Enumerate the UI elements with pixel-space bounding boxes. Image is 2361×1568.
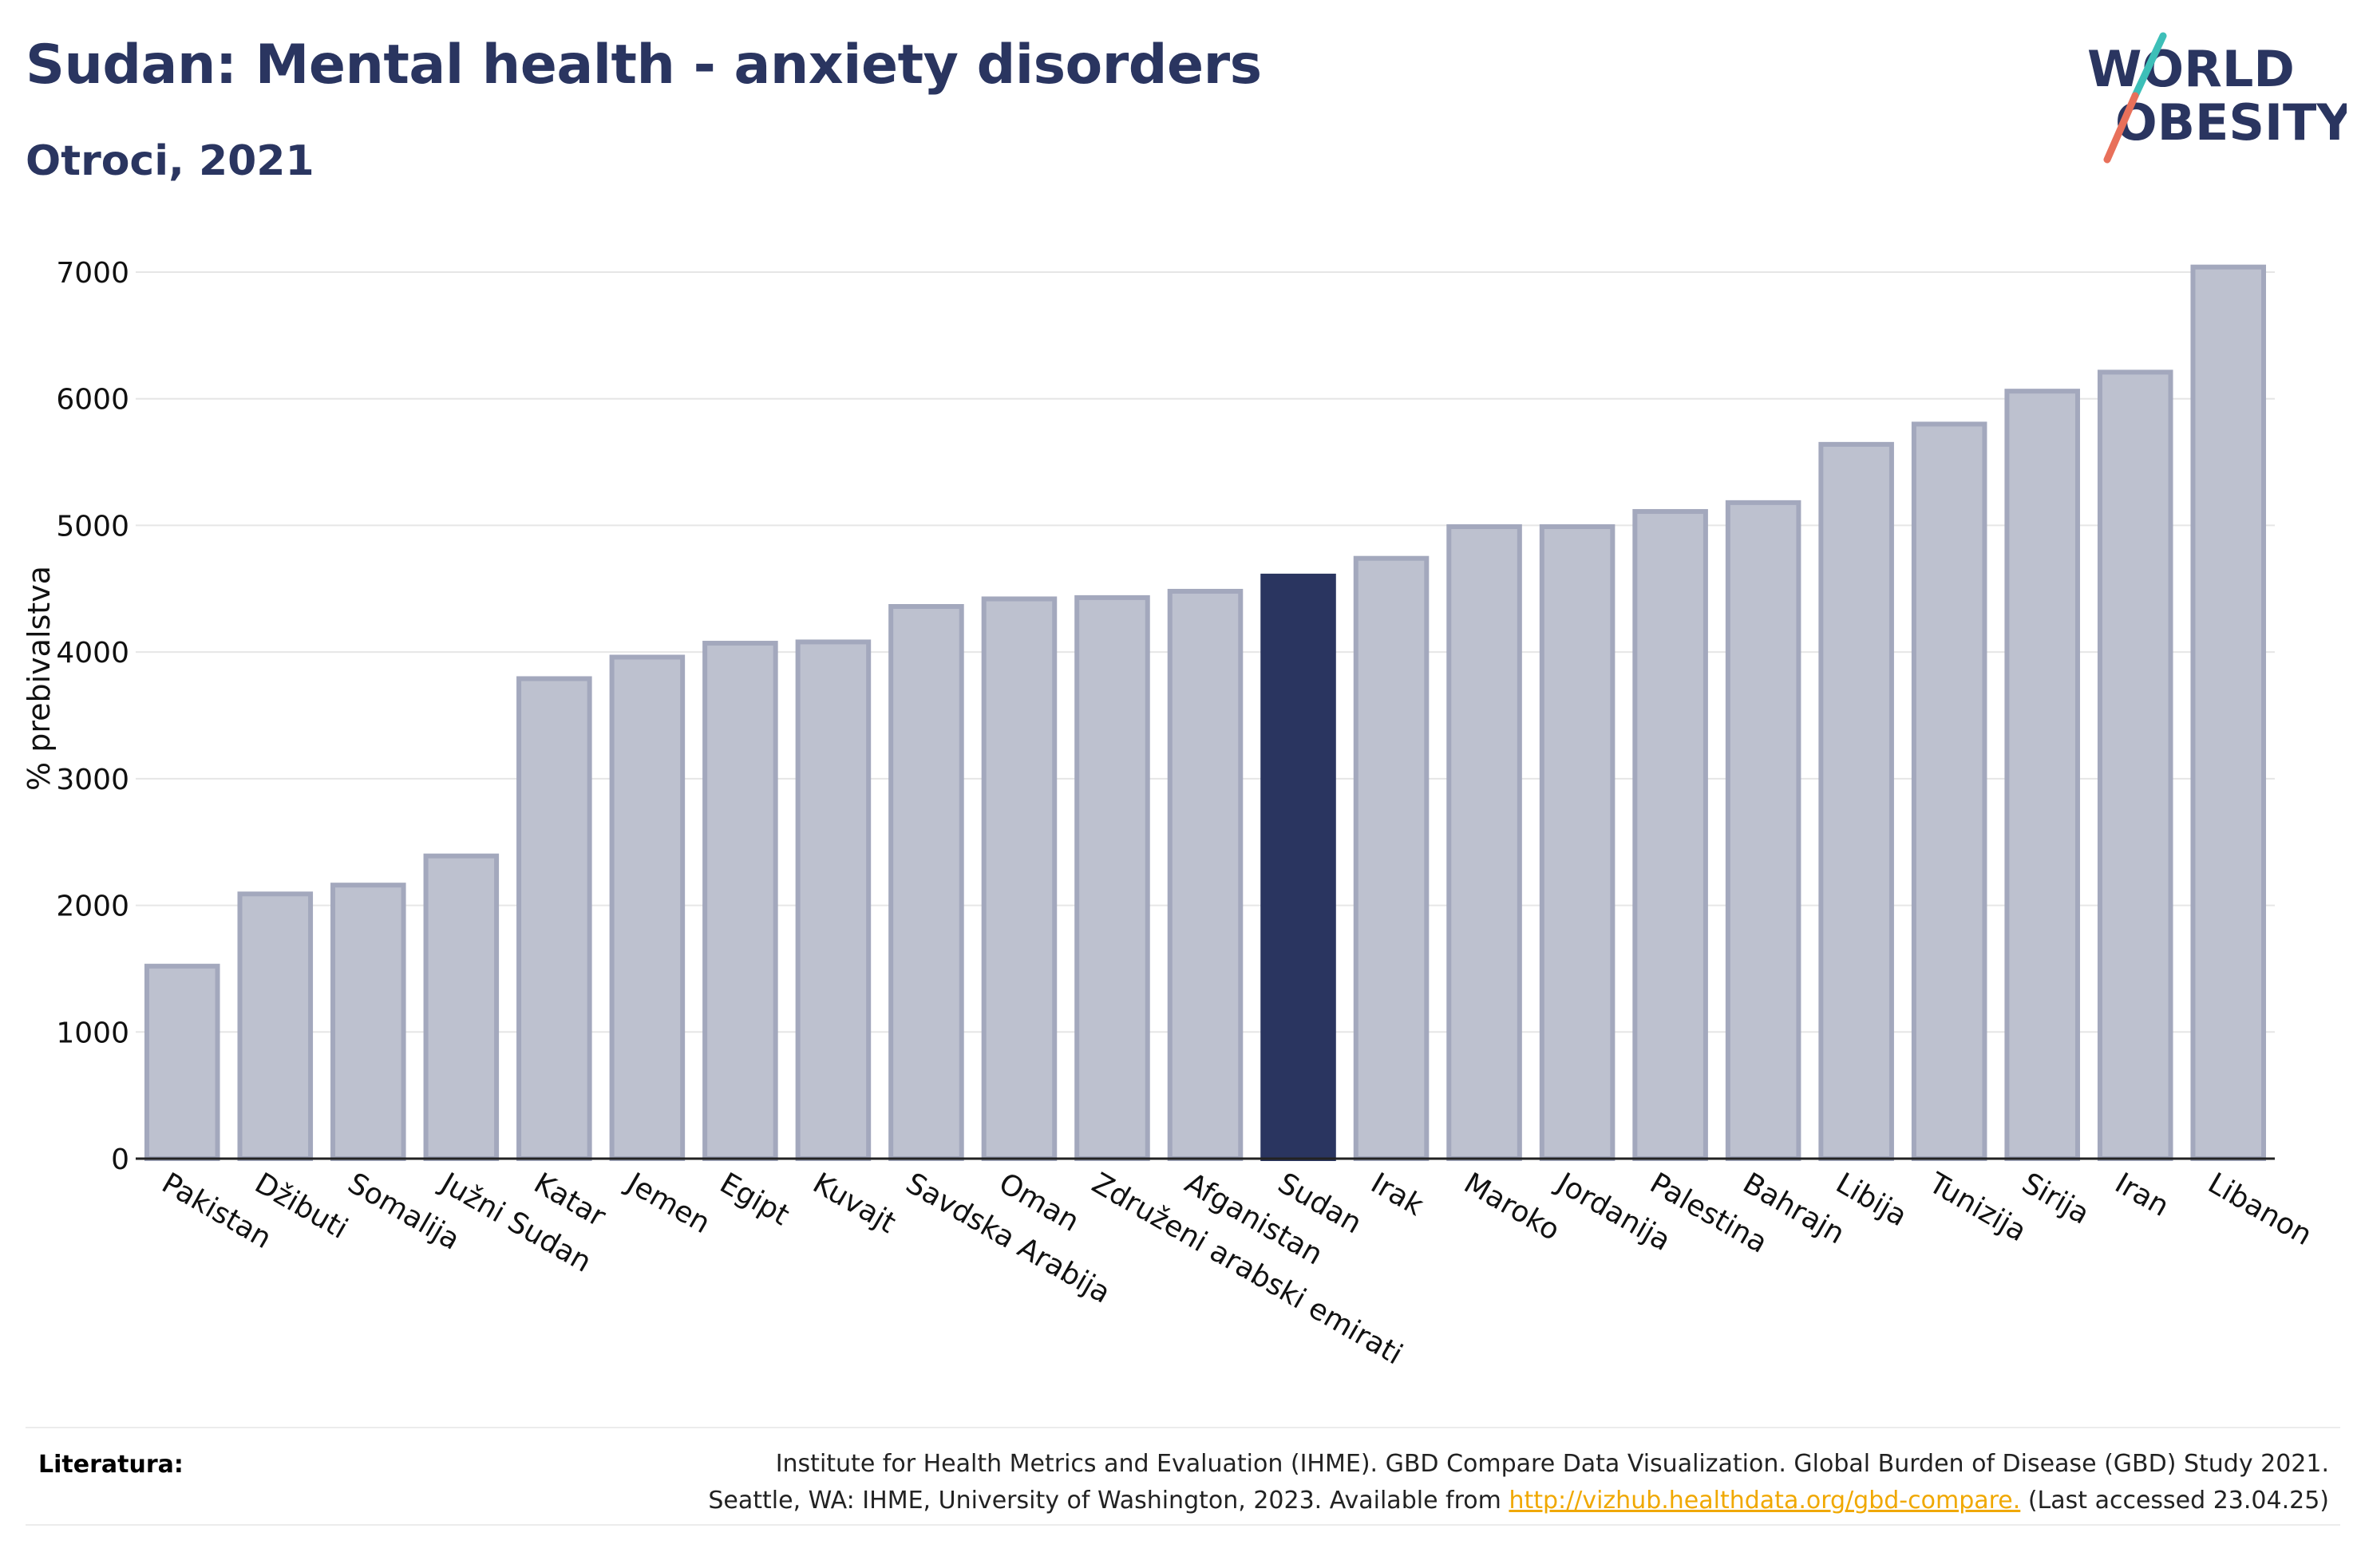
references-text: Institute for Health Metrics and Evaluat… [708,1446,2329,1519]
bar-tunizija [1911,421,1987,1161]
x-tick-label: Iran [2110,1167,2174,1223]
reference-line-2-start: Seattle, WA: IHME, University of Washing… [708,1487,1501,1515]
footer-divider-top [26,1427,2340,1428]
logo-slash-bottom [2103,92,2139,164]
x-tick-label: Libanon [2202,1167,2317,1252]
bar-džibuti [237,891,314,1161]
bar-chart: 0 1000 2000 3000 4000 5000 6000 7000 PakistanDž… [22,257,2318,1372]
bar-libanon [2190,264,2267,1161]
y-axis-label: % prebivalstva [22,566,57,791]
bar-sudan [1260,573,1336,1161]
bar-egipt [702,641,778,1161]
references-label: Literatura: [38,1451,184,1479]
footer-divider-bottom [26,1524,2340,1526]
bar-savdska-arabija [888,604,964,1161]
bar-jemen [609,654,686,1161]
reference-line-1: Institute for Health Metrics and Evaluat… [775,1450,2329,1478]
bar-libija [1818,441,1894,1161]
chart-title: Sudan: Mental health - anxiety disorders [26,34,1262,97]
bar-sirija [2004,389,2080,1162]
x-tick-label: Maroko [1458,1167,1565,1247]
chart-subtitle: Otroci, 2021 [26,137,314,185]
x-tick-label: Egipt [714,1167,795,1232]
y-tick-label: 2000 [56,891,129,923]
bar-pakistan [144,963,220,1161]
y-tick-label: 4000 [56,637,129,669]
y-tick-label: 6000 [56,384,129,417]
y-tick-label: 3000 [56,764,129,796]
logo-slash-top [2131,32,2167,100]
bar-oman [981,596,1058,1161]
x-tick-label: Tunizija [1923,1167,2032,1249]
reference-link[interactable]: http://vizhub.healthdata.org/gbd-compare… [1509,1487,2021,1515]
reference-line-2-end: (Last accessed 23.04.25) [2027,1487,2329,1515]
bar-kuvajt [795,639,872,1161]
bar-palestina [1632,508,1708,1161]
y-tick-label: 5000 [56,510,129,543]
bar-združeni-arabski-emirati [1074,594,1150,1161]
logo-text-world: WORLD [2087,40,2295,98]
bar-maroko [1446,524,1522,1161]
reference-line-2: Seattle, WA: IHME, University of Washing… [708,1483,2329,1519]
x-tick-label: Jemen [620,1166,716,1240]
world-obesity-logo: WORLD OBESITY [2087,32,2347,164]
logo-text-obesity: OBESITY [2115,93,2347,152]
y-tick-label: 0 [111,1143,129,1176]
bar-irak [1353,555,1430,1161]
bars [144,264,2267,1162]
bar-južni-sudan [423,853,500,1161]
bar-katar [516,676,592,1161]
y-tick-label: 7000 [56,257,129,290]
y-tick-label: 1000 [56,1017,129,1049]
bar-bahrajn [1725,500,1801,1161]
x-tick-label: Irak [1366,1167,1430,1222]
bar-afganistan [1167,588,1244,1161]
bar-jordanija [1539,524,1616,1161]
bar-somalija [330,883,406,1161]
y-tick-labels: 0 1000 2000 3000 4000 5000 6000 7000 [56,257,129,1176]
bar-iran [2097,369,2173,1161]
x-tick-label: Kuvajt [807,1167,901,1240]
